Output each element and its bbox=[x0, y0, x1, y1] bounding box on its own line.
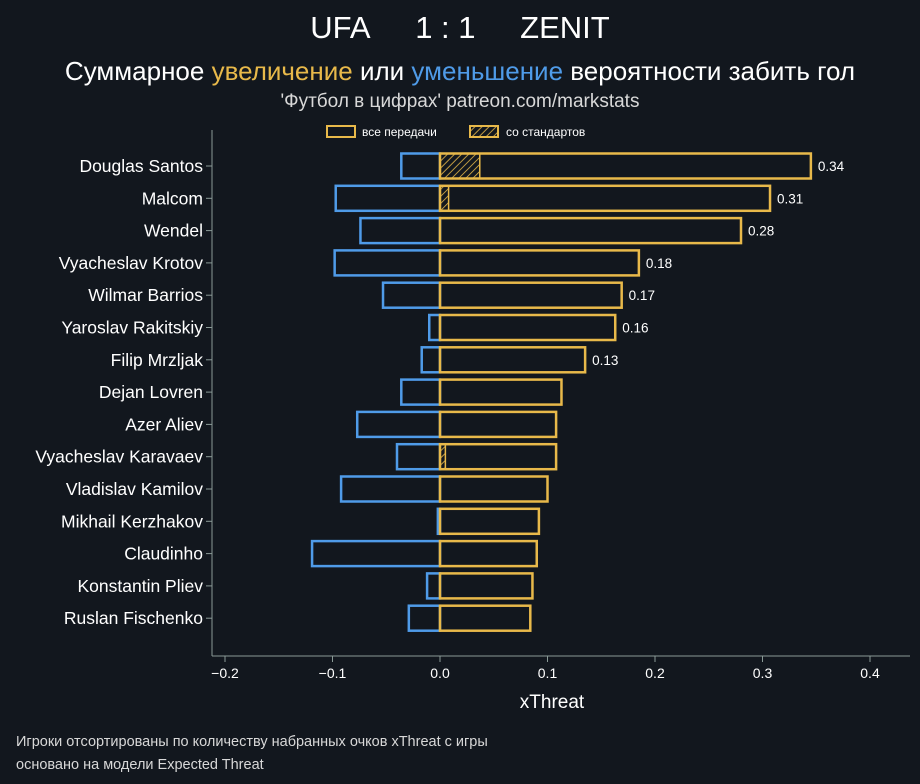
x-axis-label: xThreat bbox=[520, 692, 585, 713]
x-tick-label: 0.1 bbox=[538, 665, 558, 681]
axes-group: −0.2 −0.1 0.0 0.1 0.2 0.3 0.4 Douglas Santos Mal… bbox=[35, 130, 910, 681]
positive-bar bbox=[438, 216, 743, 245]
player-label: Ruslan Fischenko bbox=[64, 608, 203, 628]
match-title: UFA 1 : 1 ZENIT bbox=[0, 10, 920, 46]
player-label: Vyacheslav Krotov bbox=[59, 253, 204, 273]
player-label: Mikhail Kerzhakov bbox=[61, 511, 203, 531]
player-label: Filip Mrzljak bbox=[111, 350, 204, 370]
positive-bar bbox=[438, 184, 772, 213]
value-label: 0.18 bbox=[646, 256, 672, 271]
legend-label-setpieces: со стандартов bbox=[506, 125, 585, 139]
player-label: Konstantin Pliev bbox=[78, 576, 204, 596]
footnote-line2: основано на модели Expected Threat bbox=[16, 757, 264, 773]
positive-bar bbox=[438, 604, 532, 632]
player-label: Azer Aliev bbox=[125, 414, 203, 434]
negative-bar bbox=[334, 184, 442, 213]
positive-bar bbox=[438, 378, 563, 406]
subtitle-part2: или bbox=[352, 56, 412, 86]
positive-bar bbox=[438, 152, 813, 180]
negative-bar bbox=[355, 410, 442, 439]
chart-subtitle: Суммарное увеличение или уменьшение веро… bbox=[0, 56, 920, 87]
negative-bar bbox=[407, 604, 442, 632]
value-label: 0.13 bbox=[592, 353, 618, 368]
legend-label-all: все передачи bbox=[362, 125, 437, 139]
player-label: Claudinho bbox=[124, 544, 203, 564]
bars-group: 0.34 0.31 0.28 0.18 0.17 0.16 0.13 bbox=[310, 152, 845, 632]
x-tick-label: 0.4 bbox=[860, 665, 880, 681]
negative-bar bbox=[339, 475, 442, 503]
negative-bar bbox=[359, 216, 442, 245]
positive-bar bbox=[438, 281, 623, 309]
set-piece-bar bbox=[439, 185, 450, 212]
x-tick-label: 0.2 bbox=[645, 665, 665, 681]
value-label: 0.34 bbox=[818, 159, 845, 174]
player-label: Douglas Santos bbox=[79, 156, 203, 176]
player-label: Yaroslav Rakitskiy bbox=[61, 318, 203, 338]
positive-bar bbox=[438, 539, 538, 568]
positive-bar bbox=[438, 313, 617, 342]
x-tick-label: −0.1 bbox=[319, 665, 347, 681]
negative-bar bbox=[420, 346, 442, 374]
negative-bar bbox=[425, 572, 442, 600]
value-label: 0.16 bbox=[622, 321, 648, 336]
negative-bar bbox=[333, 249, 442, 277]
away-team: ZENIT bbox=[520, 10, 610, 45]
score: 1 : 1 bbox=[415, 10, 476, 45]
positive-bar bbox=[438, 507, 541, 536]
subtitle-part3: вероятности забить гол bbox=[563, 56, 856, 86]
x-tick-label: −0.2 bbox=[211, 665, 239, 681]
x-tick-label: 0.3 bbox=[753, 665, 773, 681]
value-label: 0.31 bbox=[777, 191, 803, 206]
subtitle-increase: увеличение bbox=[211, 56, 353, 86]
negative-bar bbox=[395, 442, 442, 471]
positive-bar bbox=[438, 475, 549, 503]
home-team: UFA bbox=[310, 10, 371, 45]
positive-bar bbox=[438, 346, 587, 374]
legend-swatch-all bbox=[326, 125, 356, 138]
player-label: Vladislav Kamilov bbox=[66, 479, 203, 499]
footnote-line1: Игроки отсортированы по количеству набра… bbox=[16, 734, 488, 750]
subtitle-decrease: уменьшение bbox=[411, 56, 564, 86]
negative-bar bbox=[381, 281, 442, 309]
player-label: Wilmar Barrios bbox=[88, 285, 203, 305]
positive-bar bbox=[438, 442, 558, 471]
legend-swatch-setpieces bbox=[469, 125, 499, 138]
x-tick-label: 0.0 bbox=[430, 665, 450, 681]
value-label: 0.17 bbox=[629, 288, 655, 303]
player-label: Wendel bbox=[144, 221, 203, 241]
player-label: Malcom bbox=[142, 188, 203, 208]
source-line: 'Футбол в цифрах' patreon.com/markstats bbox=[280, 91, 640, 112]
positive-bar bbox=[438, 572, 534, 600]
positive-bar bbox=[438, 249, 641, 277]
positive-bar bbox=[438, 410, 558, 439]
player-label: Dejan Lovren bbox=[99, 382, 203, 402]
negative-bar bbox=[400, 378, 442, 406]
negative-bar bbox=[310, 539, 442, 568]
negative-bar bbox=[400, 152, 442, 180]
negative-bar bbox=[428, 313, 442, 342]
legend: все передачи со стандартов bbox=[326, 125, 585, 139]
set-piece-bar bbox=[439, 152, 481, 180]
subtitle-part1: Суммарное bbox=[64, 56, 212, 86]
value-label: 0.28 bbox=[748, 224, 774, 239]
player-label: Vyacheslav Karavaev bbox=[35, 447, 203, 467]
